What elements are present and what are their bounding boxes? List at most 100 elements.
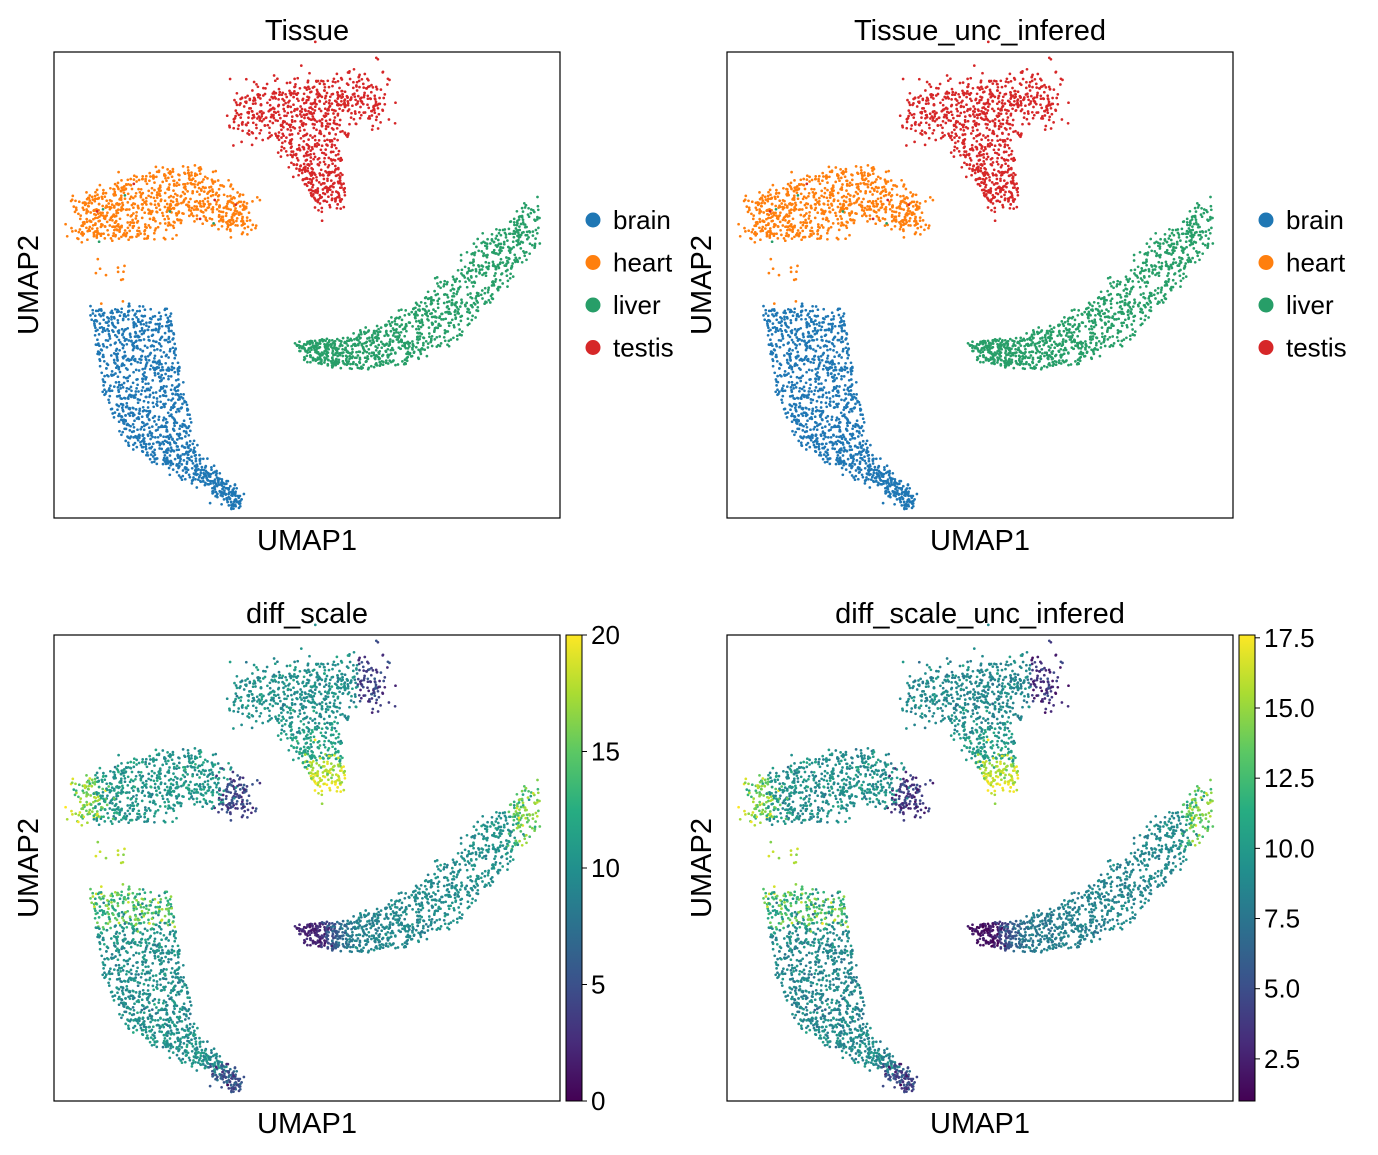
scatter-point [299,105,302,108]
scatter-point [505,256,508,259]
scatter-point [251,89,254,92]
scatter-point [213,488,217,491]
scatter-point [313,123,316,126]
scatter-point [155,170,159,174]
scatter-point [231,219,235,222]
scatter-point [219,217,223,221]
scatter-point [282,103,285,107]
scatter-point [952,116,955,120]
scatter-point [143,308,147,312]
scatter-point [348,77,352,81]
scatter-point [126,178,130,182]
scatter-point [301,97,305,101]
scatter-point [286,128,290,131]
scatter-point [148,367,152,371]
scatter-point [173,221,176,224]
scatter-point [212,464,216,468]
scatter-point [960,165,964,169]
scatter-point [134,194,137,198]
scatter-point [152,339,155,343]
scatter-point [250,110,254,113]
scatter-point [346,103,350,107]
scatter-point [252,80,256,84]
scatter-point [1005,112,1008,115]
scatter-point [167,195,171,199]
scatter-point [477,249,481,253]
scatter-point [449,289,453,292]
scatter-point [142,437,145,441]
scatter-point [747,199,750,203]
scatter-point [167,329,171,333]
scatter-point [132,174,136,178]
scatter-point [302,147,306,151]
scatter-point [150,344,153,348]
scatter-point [366,367,370,371]
scatter-point [270,107,273,111]
scatter-point [148,171,152,175]
scatter-point [177,173,180,176]
scatter-point [222,193,226,197]
scatter-point [957,101,960,105]
scatter-point [247,116,250,119]
scatter-point [141,315,145,318]
scatter-point [109,384,112,388]
scatter-point [155,404,159,407]
scatter-point [467,267,471,270]
scatter-point [266,136,270,140]
scatter-point [944,121,948,125]
scatter-point [346,344,350,347]
scatter-point [983,173,987,177]
scatter-point [211,190,215,194]
scatter-point [414,310,418,314]
scatter-point [146,328,150,332]
scatter-point [377,352,381,356]
scatter-point [316,200,320,204]
scatter-point [158,447,161,450]
scatter-point [240,140,243,144]
scatter-point [247,133,251,136]
scatter-point [106,315,109,319]
scatter-point [137,178,141,182]
scatter-point [251,121,255,125]
scatter-point [1044,124,1048,128]
scatter-point [355,336,359,340]
scatter-point [358,116,362,120]
scatter-point [210,217,214,221]
scatter-point [155,400,159,403]
scatter-point [328,139,332,142]
scatter-point [506,285,509,288]
scatter-point [162,456,166,460]
scatter-point [997,112,1001,115]
scatter-point [321,173,325,177]
scatter-point [355,85,358,88]
scatter-point [1046,104,1050,108]
scatter-point [1019,83,1023,87]
scatter-point [305,143,309,146]
scatter-point [279,123,283,127]
scatter-point [969,76,973,80]
scatter-point [426,317,429,321]
scatter-point [511,240,515,244]
scatter-point [314,191,317,194]
scatter-point [85,226,88,230]
scatter-point [458,279,462,283]
scatter-point [335,337,339,341]
scatter-point [195,205,199,208]
scatter-point [351,347,354,351]
scatter-point [211,206,215,209]
scatter-point [999,112,1003,116]
scatter-point [460,314,464,318]
scatter-point [124,183,128,186]
scatter-point [175,184,178,187]
scatter-point [212,491,215,494]
scatter-point [178,436,182,440]
scatter-point [941,119,945,123]
scatter-point [328,122,332,126]
scatter-point [975,139,979,143]
scatter-point [312,157,315,161]
scatter-point [982,134,985,137]
scatter-point [324,119,328,123]
scatter-point [316,157,320,161]
scatter-point [154,457,158,460]
scatter-point [444,310,447,314]
